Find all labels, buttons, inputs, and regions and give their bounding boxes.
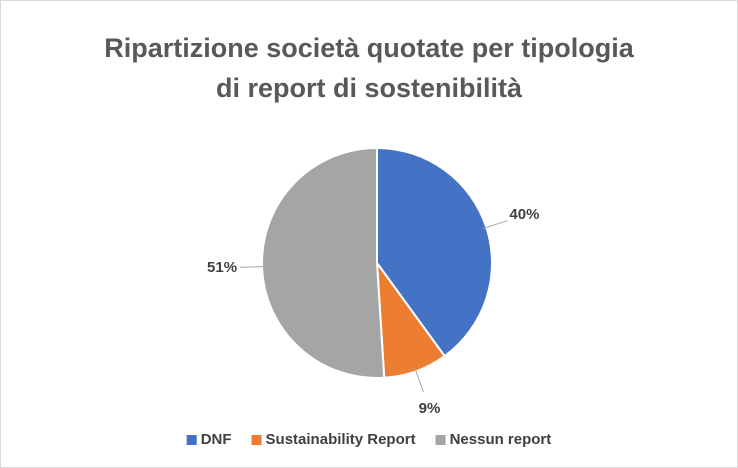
legend-label: DNF xyxy=(201,431,232,448)
chart-title: Ripartizione società quotate per tipolog… xyxy=(104,33,634,103)
legend-swatch xyxy=(251,435,262,445)
leader-line xyxy=(240,265,267,268)
legend-swatch xyxy=(186,435,197,445)
legend-label: Sustainability Report xyxy=(266,431,416,448)
data-label: 9% xyxy=(419,400,441,417)
legend-label: Nessun report xyxy=(450,431,552,448)
leader-line xyxy=(482,220,508,230)
data-label: 40% xyxy=(509,206,539,223)
leader-line xyxy=(414,367,424,393)
legend-swatch xyxy=(435,435,446,445)
data-label: 51% xyxy=(207,259,237,276)
